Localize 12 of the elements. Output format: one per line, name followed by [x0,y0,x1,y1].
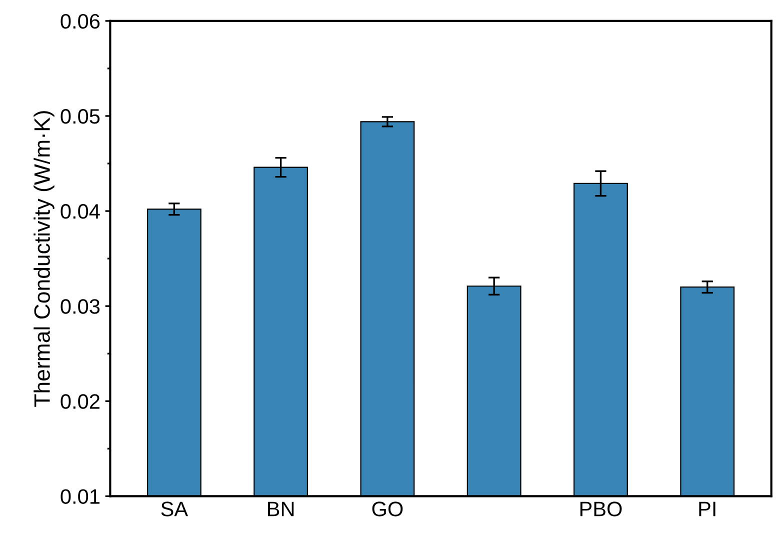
y-tick-label: 0.06 [60,14,100,29]
x-tick-label: PI [699,502,716,516]
x-tick-label: BN [268,502,294,516]
x-tick-label: GO [372,502,403,516]
y-tick-label: 0.01 [60,489,100,504]
y-tick-label: 0.04 [60,204,100,219]
y-axis-title: Thermal Conductivity (W/m·K) [34,111,54,407]
y-tick-label: 0.03 [60,299,100,314]
y-tick-label: 0.05 [60,108,100,124]
y-tick-label: 0.02 [60,394,100,409]
x-tick-label: PBO [580,502,622,516]
x-tick-label: SA [161,502,188,516]
